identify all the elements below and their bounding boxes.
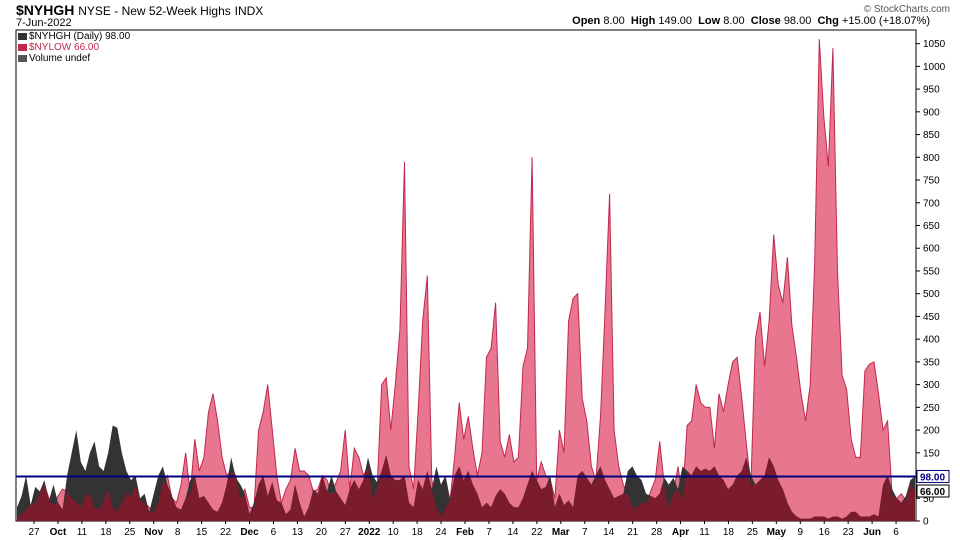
legend-highs: $NYHGH (Daily) 98.00: [18, 31, 130, 42]
y-tick-label: 800: [923, 153, 940, 164]
svg-text:98.00: 98.00: [920, 472, 945, 483]
x-tick-label: 14: [603, 527, 615, 538]
ohlc-readout: Open 8.00 High 149.00 Low 8.00 Close 98.…: [572, 15, 930, 27]
chart-header: $NYHGH NYSE - New 52-Week Highs INDX 7-J…: [0, 0, 960, 30]
open-value: 8.00: [603, 15, 625, 27]
symbol: $NYHGH: [16, 2, 75, 18]
x-tick-label: 11: [699, 527, 710, 538]
y-tick-label: 550: [923, 266, 940, 277]
y-tick-label: 900: [923, 107, 940, 118]
y-tick-label: 250: [923, 403, 940, 414]
chart-title: $NYHGH NYSE - New 52-Week Highs INDX: [16, 2, 263, 18]
svg-text:66.00: 66.00: [920, 487, 945, 498]
y-tick-label: 0: [923, 517, 929, 528]
x-tick-label: Apr: [672, 527, 689, 538]
y-tick-label: 350: [923, 357, 940, 368]
x-tick-label: 8: [175, 527, 181, 538]
credit: © StockCharts.com: [863, 4, 950, 15]
x-tick-label: 7: [582, 527, 588, 538]
x-tick-label: Mar: [552, 527, 570, 538]
x-tick-label: 21: [627, 527, 639, 538]
y-tick-label: 1050: [923, 39, 946, 50]
x-tick-label: 18: [100, 527, 112, 538]
chart-date: 7-Jun-2022: [16, 17, 72, 29]
y-tick-label: 200: [923, 426, 940, 437]
x-tick-label: Feb: [456, 527, 474, 538]
x-tick-label: 24: [436, 527, 448, 538]
x-tick-label: 18: [412, 527, 424, 538]
x-tick-label: 10: [388, 527, 400, 538]
exchange: INDX: [234, 4, 264, 18]
y-tick-label: 400: [923, 335, 940, 346]
symbol-description: NYSE - New 52-Week Highs: [78, 4, 231, 18]
y-tick-label: 150: [923, 448, 940, 459]
x-tick-label: 20: [316, 527, 328, 538]
x-tick-label: 9: [797, 527, 803, 538]
y-tick-label: 500: [923, 289, 940, 300]
y-tick-label: 700: [923, 198, 940, 209]
legend-highs-label: $NYHGH (Daily) 98.00: [29, 31, 131, 42]
x-tick-label: 22: [220, 527, 232, 538]
y-tick-label: 300: [923, 380, 940, 391]
x-tick-label: 2022: [358, 527, 381, 538]
legend: $NYHGH (Daily) 98.00 $NYLOW 66.00 Volume…: [18, 31, 130, 64]
axes: 0501001502002503003504004505005506006507…: [28, 39, 950, 538]
legend-volume-swatch-icon: [18, 55, 27, 62]
x-tick-label: Oct: [50, 527, 67, 538]
y-tick-label: 1000: [923, 62, 946, 73]
x-tick-label: Dec: [240, 527, 259, 538]
y-tick-label: 450: [923, 312, 940, 323]
x-tick-label: 25: [747, 527, 759, 538]
x-tick-label: 18: [723, 527, 735, 538]
last-value-highs-tag: 98.00: [916, 469, 950, 483]
x-tick-label: 22: [531, 527, 543, 538]
y-tick-label: 650: [923, 221, 940, 232]
legend-highs-swatch-icon: [18, 33, 27, 40]
chg-value: +15.00 (+18.07%): [841, 15, 930, 27]
plot-area: [15, 29, 917, 522]
y-tick-label: 850: [923, 130, 940, 141]
x-tick-label: 27: [28, 527, 40, 538]
series-lows-area: [17, 39, 915, 521]
high-label: High: [630, 15, 656, 27]
open-label: Open: [572, 15, 601, 27]
x-tick-label: May: [767, 527, 787, 538]
close-label: Close: [750, 15, 781, 27]
x-tick-label: 11: [77, 527, 88, 538]
y-tick-label: 950: [923, 85, 940, 96]
legend-lows: $NYLOW 66.00: [18, 42, 130, 53]
y-tick-label: 50: [923, 494, 935, 505]
legend-volume: Volume undef: [18, 53, 130, 64]
y-tick-label: 600: [923, 244, 940, 255]
x-tick-label: 27: [340, 527, 352, 538]
legend-volume-label: Volume undef: [29, 53, 91, 64]
x-tick-label: 7: [486, 527, 492, 538]
x-tick-label: 14: [507, 527, 519, 538]
legend-lows-swatch-icon: [18, 44, 27, 51]
x-tick-label: 28: [651, 527, 663, 538]
y-tick-label: 750: [923, 176, 940, 187]
close-value: 98.00: [783, 15, 812, 27]
x-tick-label: 13: [292, 527, 304, 538]
x-tick-label: 6: [893, 527, 899, 538]
low-label: Low: [698, 15, 721, 27]
last-value-lows-tag: 66.00: [916, 484, 950, 498]
legend-lows-label: $NYLOW 66.00: [29, 42, 100, 53]
x-tick-label: 6: [271, 527, 277, 538]
low-value: 8.00: [723, 15, 745, 27]
x-tick-label: 15: [196, 527, 208, 538]
high-value: 149.00: [658, 15, 693, 27]
x-tick-label: 25: [124, 527, 136, 538]
x-tick-label: Jun: [863, 527, 881, 538]
chg-label: Chg: [817, 15, 839, 27]
x-tick-label: 16: [819, 527, 831, 538]
series-overlap-area: [17, 455, 915, 521]
x-tick-label: 23: [843, 527, 855, 538]
x-tick-label: Nov: [144, 527, 163, 538]
